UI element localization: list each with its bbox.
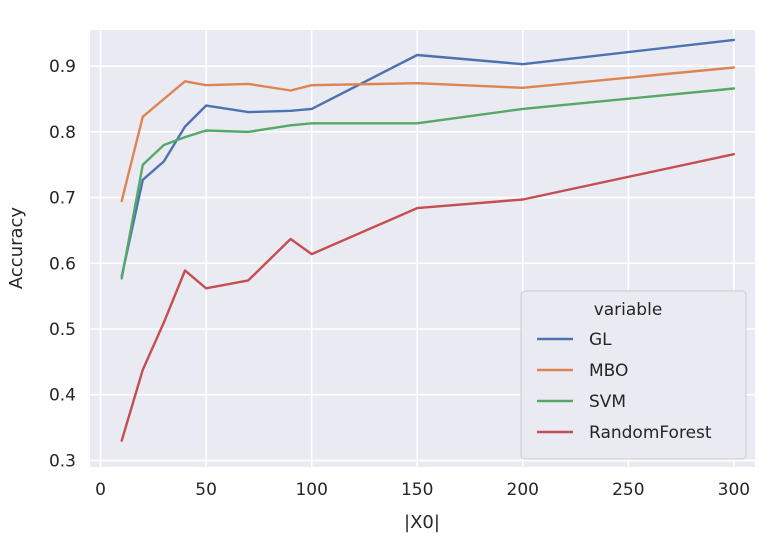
y-tick-label: 0.7 [49, 189, 76, 209]
y-tick-label: 0.8 [49, 123, 76, 143]
y-tick-label: 0.4 [49, 386, 76, 406]
series-lines [120, 38, 736, 442]
x-tick-label: 300 [718, 480, 750, 500]
x-axis-label: |X0| [404, 512, 440, 533]
x-tick-label: 150 [401, 480, 433, 500]
legend-label-svm: SVM [589, 392, 626, 412]
y-tick-labels: 0.3 0.4 0.5 0.6 0.7 0.8 0.9 [49, 57, 76, 471]
x-tick-labels: 0 50 100 150 200 250 300 [95, 480, 750, 500]
legend-box [520, 290, 747, 460]
legend: variable GL MBO SVM RandomForest [520, 290, 747, 460]
series-line-svm [120, 87, 736, 280]
series-line-randomforest [120, 152, 736, 442]
legend-label-randomforest: RandomForest [589, 423, 712, 443]
legend-title: variable [594, 300, 663, 320]
y-tick-label: 0.9 [49, 57, 76, 77]
legend-label-gl: GL [589, 330, 612, 350]
legend-items: GL MBO SVM RandomForest [537, 330, 712, 443]
y-tick-label: 0.5 [49, 320, 76, 340]
y-tick-label: 0.6 [49, 254, 76, 274]
legend-label-mbo: MBO [589, 361, 628, 381]
series-line-gl [120, 38, 736, 278]
y-axis-label: Accuracy [6, 207, 27, 290]
x-tick-label: 0 [95, 480, 106, 500]
y-tick-label: 0.3 [49, 451, 76, 471]
x-tick-label: 200 [507, 480, 539, 500]
x-tick-label: 250 [612, 480, 644, 500]
x-tick-label: 50 [195, 480, 217, 500]
series-line-mbo [120, 66, 736, 203]
x-tick-label: 100 [295, 480, 327, 500]
